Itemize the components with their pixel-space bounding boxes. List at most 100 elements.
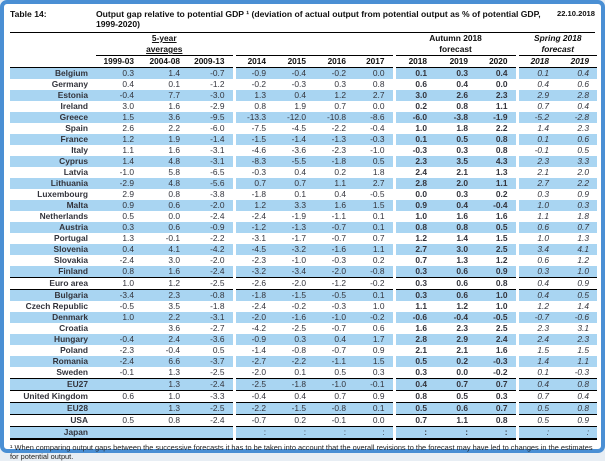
country-name: Germany [10, 79, 96, 90]
five-year-group-label: 5-year [96, 33, 235, 44]
value-cell: -4.5 [274, 123, 315, 134]
value-cell: 0.5 [188, 345, 235, 356]
value-cell: 0.7 [435, 378, 477, 391]
value-cell: 0.3 [96, 222, 142, 233]
value-cell: 0.3 [274, 334, 315, 345]
value-cell: -1.9 [476, 112, 518, 123]
value-cell: 2.3 [557, 123, 598, 134]
value-cell: 0.8 [96, 266, 142, 278]
value-cell: 0.1 [515, 67, 558, 79]
value-cell: -0.7 [314, 222, 355, 233]
value-cell: -0.3 [232, 167, 275, 178]
country-name: Portugal [10, 233, 96, 244]
value-cell: 0.4 [515, 289, 558, 301]
value-cell: 0.5 [557, 145, 598, 156]
value-cell: -1.2 [314, 277, 355, 290]
value-cell: -1.8 [188, 301, 235, 312]
value-cell: 3.0 [96, 101, 142, 112]
value-cell: 0.3 [392, 367, 436, 379]
value-cell: -1.6 [314, 244, 355, 255]
value-cell: -0.5 [476, 312, 518, 323]
page-title: Output gap relative to potential GDP ¹ (… [96, 9, 541, 29]
value-cell: 0.3 [515, 266, 558, 278]
value-cell: 0.3 [392, 266, 436, 278]
value-cell: 0.6 [142, 222, 188, 233]
value-cell: 1.4 [435, 233, 477, 244]
value-cell: 0.6 [435, 277, 477, 290]
value-cell: -3.1 [188, 145, 235, 156]
value-cell: 2.0 [435, 178, 477, 189]
value-cell: 0.6 [557, 134, 598, 145]
value-cell: 0.6 [515, 222, 558, 233]
value-cell: 3.3 [557, 156, 598, 167]
value-cell: 0.0 [435, 367, 477, 379]
country-name: Finland [10, 266, 96, 278]
value-cell: 0.9 [557, 414, 598, 427]
table-row: Austria 0.3 0.6 -0.9 -1.2 -1.3 -0.7 0.1 0.8 0.8 0.… [10, 222, 598, 233]
value-cell: 0.5 [435, 390, 477, 403]
value-cell: 3.0 [392, 90, 436, 101]
country-name: France [10, 134, 96, 145]
table-row: Cyprus 1.4 4.8 -3.1 -8.3 -5.5 -1.8 0.5 2.3 3.5 4.3… [10, 156, 598, 167]
value-cell: 2.4 [476, 334, 518, 345]
value-cell: -0.7 [314, 233, 355, 244]
value-cell: 0.4 [274, 167, 315, 178]
value-cell: 0.8 [476, 277, 518, 290]
table-number-label: Table 14: [10, 9, 47, 19]
value-cell: 1.3 [476, 167, 518, 178]
value-cell: 2.9 [96, 189, 142, 200]
value-cell: -1.8 [232, 289, 275, 301]
autumn-forecast-group-label: Autumn 2018 [392, 33, 518, 44]
value-cell: 2.7 [354, 178, 395, 189]
value-cell: 1.2 [557, 255, 598, 266]
value-cell: 0.0 [392, 189, 436, 200]
table-row: Ireland 3.0 1.6 -2.9 0.8 1.9 0.7 0.0 0.2 0.8 1.1 0.… [10, 101, 598, 112]
value-cell [96, 402, 142, 415]
value-cell: -0.6 [557, 312, 598, 323]
value-cell: 1.6 [476, 345, 518, 356]
value-cell: 2.5 [476, 244, 518, 255]
table-row: Luxembourg 2.9 0.8 -3.8 -1.8 0.1 0.4 -0.5 0.0 0.3… [10, 189, 598, 200]
value-cell: -0.3 [476, 356, 518, 367]
value-cell: 2.1 [392, 345, 436, 356]
value-cell: -13.3 [232, 112, 275, 123]
value-cell: -3.1 [232, 233, 275, 244]
value-cell: 1.6 [392, 323, 436, 334]
value-cell: 0.8 [142, 189, 188, 200]
value-cell: -0.2 [274, 301, 315, 312]
value-cell: -1.4 [274, 134, 315, 145]
country-name: Greece [10, 112, 96, 123]
value-cell: 0.1 [274, 189, 315, 200]
value-cell: 1.3 [557, 233, 598, 244]
value-cell: 2.3 [392, 156, 436, 167]
value-cell: 2.6 [435, 90, 477, 101]
value-cell: 0.8 [476, 134, 518, 145]
value-cell: 1.9 [274, 101, 315, 112]
value-cell: 2.4 [142, 334, 188, 345]
table-header: 5-year Autumn 2018 Spring 2018 averages … [10, 33, 598, 68]
table-row: France 1.2 1.9 -1.4 -1.5 -1.4 -1.3 -0.3 0.1 0.5 0.… [10, 134, 598, 145]
value-cell: -2.3 [232, 255, 275, 266]
value-cell: 1.0 [476, 289, 518, 301]
value-cell: 0.8 [435, 101, 477, 112]
value-cell: : [232, 426, 275, 440]
value-cell: -2.2 [274, 356, 315, 367]
value-cell: 1.2 [142, 277, 188, 290]
value-cell: 1.6 [142, 101, 188, 112]
value-cell: -1.5 [232, 134, 275, 145]
value-cell: 0.8 [354, 79, 395, 90]
value-cell: -0.5 [96, 301, 142, 312]
value-cell: -2.0 [232, 312, 275, 323]
value-cell: 0.6 [557, 79, 598, 90]
value-cell: 0.2 [392, 101, 436, 112]
country-name: Hungary [10, 334, 96, 345]
value-cell [96, 426, 142, 440]
value-cell: -3.3 [188, 390, 235, 403]
value-cell: 0.1 [354, 289, 395, 301]
value-cell: -0.5 [354, 189, 395, 200]
value-cell: 0.3 [557, 200, 598, 211]
value-cell: 1.5 [515, 345, 558, 356]
value-cell: -6.5 [188, 167, 235, 178]
table-row: Croatia 3.6 -2.7 -4.2 -2.5 -0.7 0.6 1.6 2.3 2.5 2.… [10, 323, 598, 334]
